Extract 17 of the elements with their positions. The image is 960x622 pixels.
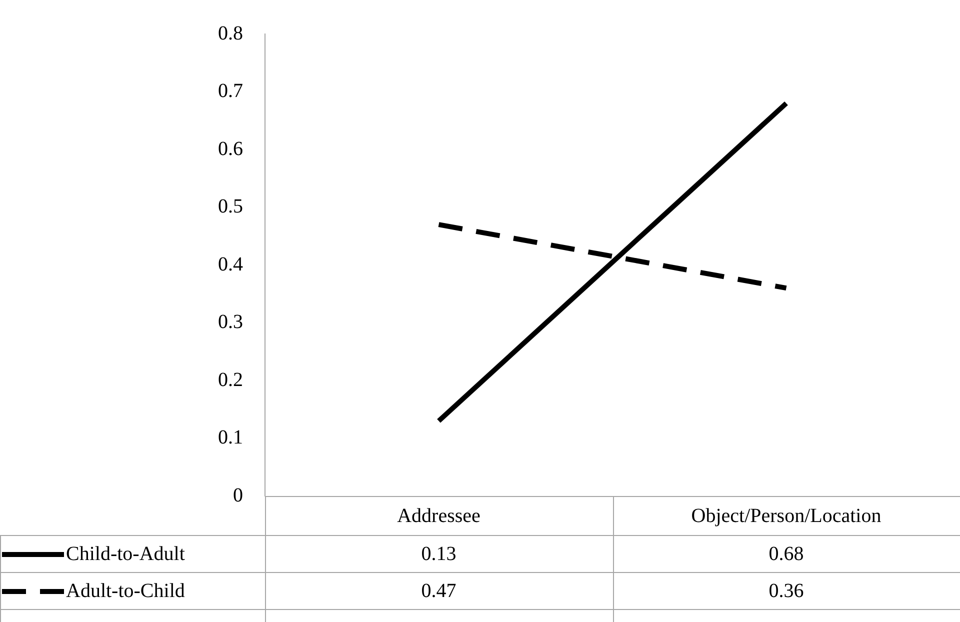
y-tick-label: 0.2 (218, 368, 243, 391)
y-tick-label: 0.8 (218, 22, 243, 44)
y-tick-label: 0.5 (218, 196, 243, 218)
data-label: 0.36 (768, 580, 804, 602)
y-tick-label: 0 (233, 484, 243, 506)
y-tick-label: 0.1 (218, 426, 243, 448)
data-label: 0.47 (421, 580, 456, 602)
y-tick-label: 0.3 (218, 311, 243, 333)
data-label: 0.13 (421, 542, 456, 565)
x-tick-label: Addressee (397, 504, 481, 527)
legend-label: Adult-to-Child (66, 580, 185, 602)
y-tick-label: 0.4 (218, 253, 243, 276)
data-label: 0.68 (768, 542, 804, 565)
y-tick-label: 0.7 (218, 80, 243, 102)
x-tick-label: Object/Person/Location (691, 504, 882, 527)
legend-label: Child-to-Adult (66, 542, 186, 565)
y-tick-label: 0.6 (218, 138, 243, 160)
